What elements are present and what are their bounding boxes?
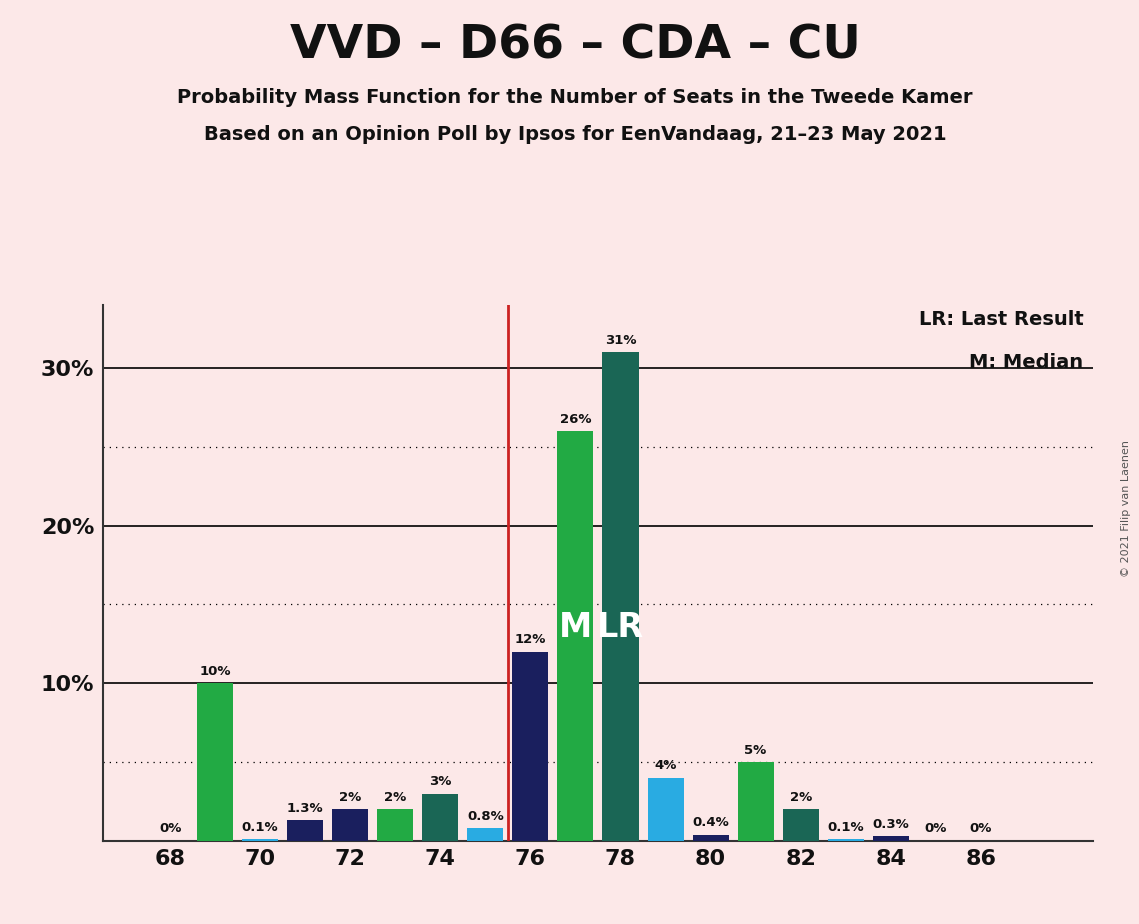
Bar <box>333 809 368 841</box>
Text: 0.1%: 0.1% <box>827 821 865 833</box>
Bar <box>782 809 819 841</box>
Text: 26%: 26% <box>559 412 591 425</box>
Bar <box>197 683 233 841</box>
Text: LR: LR <box>597 611 644 644</box>
Bar <box>738 762 773 841</box>
Text: 0.4%: 0.4% <box>693 816 729 829</box>
Text: 2%: 2% <box>384 791 407 804</box>
Text: 0.1%: 0.1% <box>241 821 278 833</box>
Text: 1.3%: 1.3% <box>287 802 323 815</box>
Bar <box>557 431 593 841</box>
Text: 31%: 31% <box>605 334 637 346</box>
Bar <box>423 794 458 841</box>
Text: 0%: 0% <box>158 822 181 835</box>
Text: LR: Last Result: LR: Last Result <box>919 310 1083 329</box>
Text: 0.8%: 0.8% <box>467 809 503 822</box>
Text: 2%: 2% <box>789 791 812 804</box>
Bar <box>647 778 683 841</box>
Text: M: Median: M: Median <box>969 353 1083 372</box>
Bar <box>693 834 729 841</box>
Text: 10%: 10% <box>199 664 231 677</box>
Text: VVD – D66 – CDA – CU: VVD – D66 – CDA – CU <box>289 23 861 68</box>
Text: 12%: 12% <box>515 633 546 646</box>
Text: M: M <box>559 611 592 644</box>
Bar <box>467 828 503 841</box>
Text: 0.3%: 0.3% <box>872 818 909 831</box>
Text: 3%: 3% <box>429 775 451 788</box>
Bar <box>513 651 548 841</box>
Bar <box>872 836 909 841</box>
Bar <box>287 821 323 841</box>
Text: Based on an Opinion Poll by Ipsos for EenVandaag, 21–23 May 2021: Based on an Opinion Poll by Ipsos for Ee… <box>204 125 947 144</box>
Text: 0%: 0% <box>969 822 992 835</box>
Text: © 2021 Filip van Laenen: © 2021 Filip van Laenen <box>1121 440 1131 577</box>
Text: 4%: 4% <box>654 760 677 772</box>
Text: 2%: 2% <box>339 791 361 804</box>
Bar <box>243 839 278 841</box>
Text: Probability Mass Function for the Number of Seats in the Tweede Kamer: Probability Mass Function for the Number… <box>178 88 973 107</box>
Text: 5%: 5% <box>745 744 767 757</box>
Bar <box>603 352 639 841</box>
Bar <box>377 809 413 841</box>
Bar <box>828 839 863 841</box>
Text: 0%: 0% <box>925 822 947 835</box>
